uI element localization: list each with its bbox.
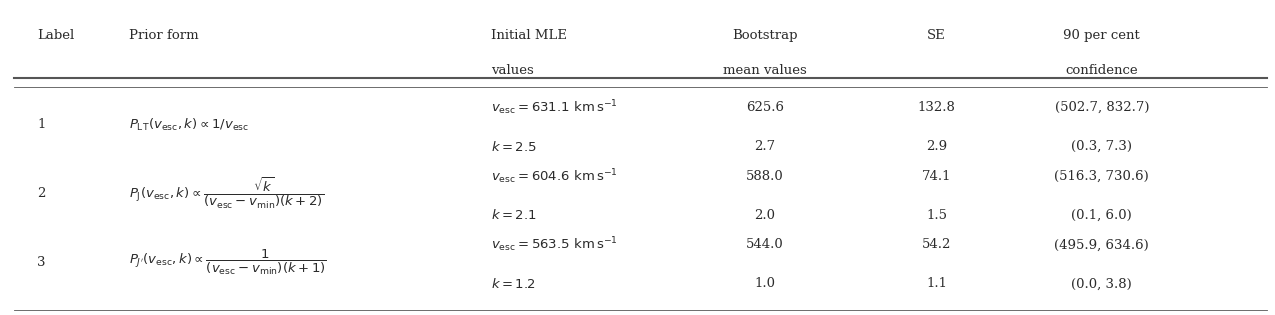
Text: 2.0: 2.0 [755,209,775,222]
Text: 588.0: 588.0 [746,170,784,183]
Text: (0.1, 6.0): (0.1, 6.0) [1071,209,1132,222]
Text: 544.0: 544.0 [746,238,784,251]
Text: 1.1: 1.1 [926,278,947,290]
Text: 2.9: 2.9 [926,140,947,153]
Text: 1.5: 1.5 [926,209,947,222]
Text: Prior form: Prior form [129,30,198,43]
Text: $k = 2.1$: $k = 2.1$ [491,208,537,222]
Text: $k = 1.2$: $k = 1.2$ [491,277,537,291]
Text: $v_{\mathrm{esc}} = 604.6\ \mathrm{km\,s}^{-1}$: $v_{\mathrm{esc}} = 604.6\ \mathrm{km\,s… [491,167,618,186]
Text: 3: 3 [37,255,46,269]
Text: 74.1: 74.1 [922,170,951,183]
Text: Bootstrap: Bootstrap [732,30,797,43]
Text: 625.6: 625.6 [746,101,784,114]
Text: SE: SE [927,30,946,43]
Text: Label: Label [37,30,74,43]
Text: (0.0, 3.8): (0.0, 3.8) [1071,278,1132,290]
Text: 2.7: 2.7 [754,140,775,153]
Text: 2: 2 [37,187,46,200]
Text: $P_{J'}(v_{\mathrm{esc}}, k) \propto \dfrac{1}{(v_{\mathrm{esc}}-v_{\mathrm{min}: $P_{J'}(v_{\mathrm{esc}}, k) \propto \df… [129,248,326,277]
Text: $v_{\mathrm{esc}} = 563.5\ \mathrm{km\,s}^{-1}$: $v_{\mathrm{esc}} = 563.5\ \mathrm{km\,s… [491,236,618,254]
Text: (516.3, 730.6): (516.3, 730.6) [1054,170,1149,183]
Text: $v_{\mathrm{esc}} = 631.1\ \mathrm{km\,s}^{-1}$: $v_{\mathrm{esc}} = 631.1\ \mathrm{km\,s… [491,98,618,117]
Text: 1.0: 1.0 [755,278,775,290]
Text: 54.2: 54.2 [922,238,951,251]
Text: values: values [491,64,534,77]
Text: $k = 2.5$: $k = 2.5$ [491,140,537,154]
Text: (502.7, 832.7): (502.7, 832.7) [1054,101,1149,114]
Text: 90 per cent: 90 per cent [1063,30,1140,43]
Text: $P_{\mathrm{J}}(v_{\mathrm{esc}}, k) \propto \dfrac{\sqrt{k}}{(v_{\mathrm{esc}}-: $P_{\mathrm{J}}(v_{\mathrm{esc}}, k) \pr… [129,176,324,211]
Text: 1: 1 [37,118,46,131]
Text: mean values: mean values [723,64,807,77]
Text: 132.8: 132.8 [918,101,955,114]
Text: Initial MLE: Initial MLE [491,30,567,43]
Text: $P_{\mathrm{LT}}(v_{\mathrm{esc}}, k) \propto 1/v_{\mathrm{esc}}$: $P_{\mathrm{LT}}(v_{\mathrm{esc}}, k) \p… [129,117,249,133]
Text: confidence: confidence [1066,64,1139,77]
Text: (495.9, 634.6): (495.9, 634.6) [1054,238,1149,251]
Text: (0.3, 7.3): (0.3, 7.3) [1071,140,1132,153]
